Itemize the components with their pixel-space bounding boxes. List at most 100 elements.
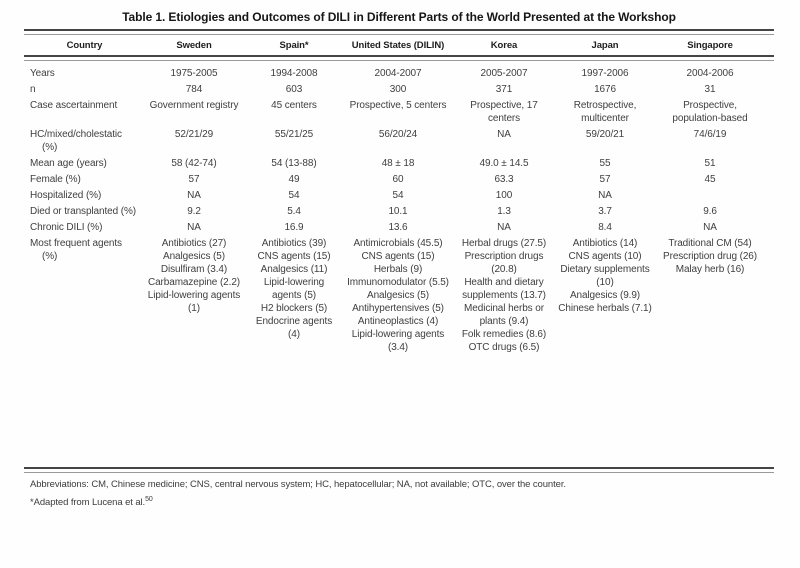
table-row: n 784 603 300 371 1676 31	[24, 81, 774, 97]
table-row: Died or transplanted (%) 9.2 5.4 10.1 1.3 3.7…	[24, 203, 774, 219]
row-label: Hospitalized (%)	[30, 189, 102, 201]
cell-value: 2004-2007	[374, 67, 422, 79]
bottom-rule	[24, 467, 774, 473]
agent-item: Antimicrobials (45.5)	[353, 237, 443, 249]
cell-value: 784	[185, 83, 203, 95]
agent-item: CNS agents (10)	[568, 250, 642, 262]
agent-item: Medicinal herbs or plants (9.4)	[464, 302, 544, 327]
agent-item: CNS agents (15)	[257, 250, 331, 262]
agent-item: Antibiotics (14)	[572, 237, 638, 249]
cell-value: 1994-2008	[270, 67, 318, 79]
cell-value: Retrospective, multicenter	[573, 99, 637, 124]
adapted-footnote-text: *Adapted from Lucena et al.	[30, 497, 146, 509]
table-row: Hospitalized (%) NA 54 54 100 NA	[24, 187, 774, 203]
cell-value: 49.0 ± 14.5	[479, 157, 529, 169]
row-label: Died or transplanted (%)	[30, 205, 136, 217]
cell-value: NA	[497, 128, 511, 140]
cell-value: Prospective, 17 centers	[470, 99, 538, 124]
cell-value: 51	[704, 157, 716, 169]
cell-value: 10.1	[388, 205, 408, 217]
cell-value: 300	[389, 83, 407, 95]
cell-value: 52/21/29	[174, 128, 214, 140]
row-label: n	[30, 83, 36, 95]
agent-item: Antihypertensives (5)	[352, 302, 444, 314]
agent-item: Antibiotics (39)	[261, 237, 327, 249]
agent-item: Analgesics (5)	[163, 250, 225, 262]
cell-value: 603	[285, 83, 303, 95]
agent-item: Herbals (9)	[373, 263, 423, 275]
cell-value: Prospective, population-based	[672, 99, 748, 124]
cell-value: 2004-2006	[686, 67, 734, 79]
cell-value: 1.3	[497, 205, 511, 217]
column-header: Spain*	[279, 40, 309, 51]
agent-item: Lipid-lowering agents (3.4)	[351, 328, 445, 353]
cell-value: Government registry	[149, 99, 239, 111]
agent-item: Disulfiram (3.4)	[160, 263, 228, 275]
agent-item: Chinese herbals (7.1)	[558, 302, 652, 314]
cell-value: 54	[392, 189, 404, 201]
title-rule	[24, 29, 774, 35]
cell-value: 1975-2005	[170, 67, 218, 79]
cell-value: Antimicrobials (45.5) CNS agents (15) Herb…	[342, 237, 454, 354]
agent-item: Immunomodulator (5.5)	[347, 276, 449, 288]
agent-item: Analgesics (5)	[367, 289, 429, 301]
table-row: Chronic DILI (%) NA 16.9 13.6 NA 8.4 NA	[24, 219, 774, 235]
cell-value: 9.2	[187, 205, 201, 217]
row-label: Case ascertainment	[30, 99, 118, 111]
cell-value: 63.3	[494, 173, 514, 185]
row-label: Most frequent agents (%)	[30, 237, 122, 262]
agent-item: Analgesics (11)	[260, 263, 328, 275]
table-title: Table 1. Etiologies and Outcomes of DILI…	[122, 10, 676, 24]
agent-item: Prescription drug (26)	[663, 250, 757, 262]
cell-value: 60	[392, 173, 404, 185]
cell-value: Traditional CM (54) Prescription drug (26…	[656, 237, 764, 276]
row-label: Mean age (years)	[30, 157, 107, 169]
cell-value: 57	[188, 173, 200, 185]
cell-value: 45 centers	[271, 99, 317, 111]
cell-value: 55/21/25	[274, 128, 314, 140]
table-body: Years 1975-2005 1994-2008 2004-2007 2005-200…	[24, 61, 774, 467]
row-label: Chronic DILI (%)	[30, 221, 103, 233]
agent-item: Traditional CM (54)	[668, 237, 752, 249]
cell-value: 54	[288, 189, 300, 201]
agent-item: Prescription drugs (20.8)	[464, 250, 544, 275]
agent-item: OTC drugs (6.5)	[468, 341, 540, 353]
agent-item: Malay herb (16)	[675, 263, 745, 275]
row-label: Years	[30, 67, 55, 79]
agent-item: Lipid-lowering agents (5)	[263, 276, 325, 301]
cell-value: 58 (42-74)	[171, 157, 217, 169]
row-label: HC/mixed/cholestatic (%)	[30, 128, 122, 153]
table-row: Years 1975-2005 1994-2008 2004-2007 2005-200…	[24, 65, 774, 81]
table-row: Female (%) 57 49 60 63.3 57 45	[24, 171, 774, 187]
cell-value: 371	[495, 83, 513, 95]
cell-value: 55	[599, 157, 611, 169]
adapted-footnote: *Adapted from Lucena et al.50	[24, 492, 774, 510]
agent-item: CNS agents (15)	[361, 250, 435, 262]
cell-value: 56/20/24	[378, 128, 418, 140]
cell-value: 5.4	[287, 205, 301, 217]
cell-value: 31	[704, 83, 716, 95]
cell-value: Antibiotics (39) CNS agents (15) Analgesic…	[246, 237, 342, 341]
cell-value: 100	[495, 189, 513, 201]
cell-value: 49	[288, 173, 300, 185]
cell-value: 13.6	[388, 221, 408, 233]
cell-value: 3.7	[598, 205, 612, 217]
agent-item: Analgesics (9.9)	[569, 289, 641, 301]
agent-item: Endocrine agents (4)	[255, 315, 333, 340]
cell-value: 1997-2006	[581, 67, 629, 79]
cell-value: 59/20/21	[585, 128, 625, 140]
cell-value: 9.6	[703, 205, 717, 217]
cell-value: NA	[187, 189, 201, 201]
header-rule	[24, 55, 774, 61]
cell-value: Antibiotics (14) CNS agents (10) Dietary s…	[554, 237, 656, 315]
cell-value: Prospective, 5 centers	[349, 99, 447, 111]
column-header: Country	[66, 40, 103, 51]
cell-value: 1676	[594, 83, 616, 95]
cell-value: 54 (13-88)	[271, 157, 317, 169]
agent-item: H2 blockers (5)	[260, 302, 328, 314]
agent-item: Lipid-lowering agents (1)	[147, 289, 241, 314]
cell-value: NA	[703, 221, 717, 233]
agent-item: Antineoplastics (4)	[357, 315, 439, 327]
table-row: Case ascertainment Government registry 45 …	[24, 97, 774, 126]
